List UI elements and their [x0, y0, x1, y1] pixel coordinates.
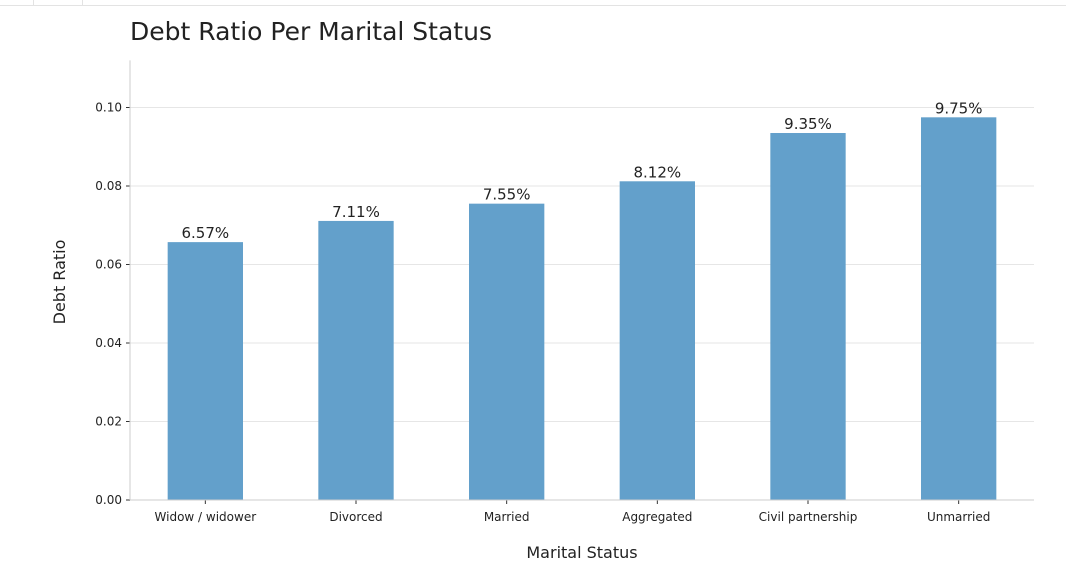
bar-value-label: 8.12% — [634, 163, 682, 181]
y-tick-label: 0.00 — [95, 493, 122, 507]
x-axis-ticks: Widow / widower Divorced Married Aggregated… — [155, 500, 990, 524]
y-tick-label: 0.04 — [95, 336, 122, 350]
y-tick-label: 0.02 — [95, 415, 122, 429]
x-tick-label: Married — [484, 510, 530, 524]
bar-value-label: 7.55% — [483, 186, 531, 204]
bar-value-label: 9.75% — [935, 99, 983, 117]
bar — [167, 242, 243, 500]
chart-title: Debt Ratio Per Marital Status — [130, 17, 492, 46]
data-labels: 6.57% 7.11% 7.55% 8.12% 9.35% 9.75% — [182, 99, 983, 242]
x-axis-title: Marital Status — [526, 543, 637, 562]
bar — [619, 181, 695, 501]
x-tick-label: Widow / widower — [155, 510, 257, 524]
y-axis-ticks: 0.00 0.02 0.04 0.06 0.08 0.10 — [95, 101, 130, 507]
bar-value-label: 9.35% — [784, 115, 832, 133]
cell-prompt-area — [33, 0, 83, 5]
x-tick-label: Unmarried — [927, 510, 990, 524]
bar-value-label: 6.57% — [182, 224, 230, 242]
notebook-cell-border — [0, 0, 1066, 6]
y-axis-title: Debt Ratio — [50, 240, 69, 325]
y-tick-label: 0.06 — [95, 258, 122, 272]
y-tick-label: 0.10 — [95, 101, 122, 115]
bar — [318, 220, 394, 500]
bars — [167, 117, 997, 501]
bar — [469, 203, 545, 500]
x-tick-label: Divorced — [329, 510, 382, 524]
bar-value-label: 7.11% — [332, 203, 380, 221]
gridlines — [130, 107, 1034, 422]
y-tick-label: 0.08 — [95, 179, 122, 193]
x-tick-label: Civil partnership — [759, 510, 858, 524]
bar — [921, 117, 997, 500]
x-tick-label: Aggregated — [622, 510, 692, 524]
bar — [770, 133, 846, 500]
